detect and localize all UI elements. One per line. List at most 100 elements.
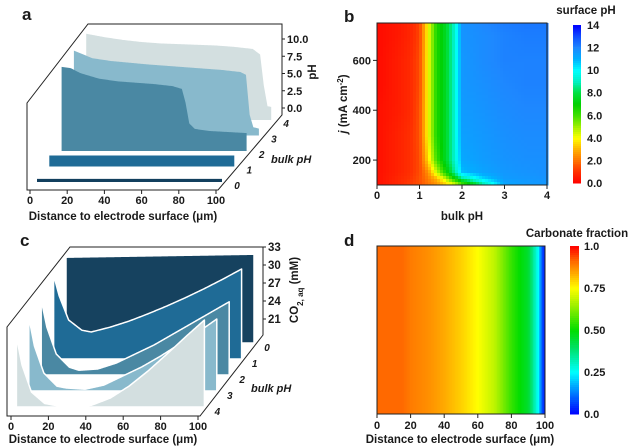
heatmap-cell	[383, 182, 387, 186]
x-tick-label: 2	[459, 190, 465, 202]
heatmap-cell	[437, 119, 441, 123]
heatmap-cell	[467, 140, 471, 144]
heatmap-cell	[449, 68, 453, 72]
heatmap-cell	[497, 113, 501, 117]
heatmap-cell	[542, 146, 546, 150]
heatmap-cell	[455, 113, 459, 117]
heatmap-cell	[395, 80, 399, 84]
heatmap-cell	[440, 128, 444, 132]
heatmap-cell	[503, 173, 507, 177]
heatmap-cell	[515, 26, 519, 30]
colorbar-segment	[573, 80, 581, 83]
heatmap-cell	[398, 122, 402, 126]
heatmap-cell	[455, 89, 459, 93]
heatmap-cell	[512, 23, 516, 27]
y-tick-label: 33	[268, 242, 281, 254]
heatmap-cell	[377, 170, 381, 174]
heatmap-cell	[392, 143, 396, 147]
heatmap-cell	[485, 35, 489, 39]
heatmap-cell	[530, 179, 534, 183]
heatmap-cell	[497, 101, 501, 105]
heatmap-cell	[482, 158, 486, 162]
colorbar-tick-label: 14	[587, 20, 600, 32]
heatmap-cell	[530, 146, 534, 150]
panel-label-d: d	[344, 231, 354, 250]
heatmap-cell	[413, 113, 417, 117]
heatmap-cell	[476, 146, 480, 150]
heatmap-cell	[428, 74, 432, 78]
heatmap-cell	[431, 125, 435, 129]
colorbar-segment	[573, 86, 581, 89]
heatmap-cell	[399, 246, 402, 414]
heatmap-cell	[500, 23, 504, 27]
heatmap-cell	[416, 86, 420, 90]
heatmap-cell	[386, 134, 390, 138]
heatmap-cell	[470, 65, 474, 69]
heatmap-cell	[542, 80, 546, 84]
heatmap-cell	[413, 86, 417, 90]
heatmap-cell	[422, 104, 426, 108]
heatmap-cell	[476, 29, 480, 33]
heatmap-cell	[420, 246, 423, 414]
heatmap-cell	[407, 176, 411, 180]
heatmap-cell	[383, 50, 387, 54]
heatmap-cell	[530, 128, 534, 132]
heatmap-cell	[392, 35, 396, 39]
heatmap-cell	[467, 128, 471, 132]
heatmap-cell	[533, 29, 537, 33]
heatmap-cell	[389, 182, 393, 186]
heatmap-cell	[515, 56, 519, 60]
heatmap-cell	[446, 143, 450, 147]
colorbar-segment	[573, 153, 581, 156]
heatmap-cell	[494, 65, 498, 69]
heatmap-cell	[380, 56, 384, 60]
heatmap-cell	[377, 95, 381, 99]
x-tick-label: 60	[472, 420, 484, 432]
heatmap-cell	[404, 68, 408, 72]
heatmap-cell	[494, 246, 496, 414]
heatmap-cell	[380, 122, 384, 126]
heatmap-cell	[509, 41, 513, 45]
heatmap-cell	[500, 89, 504, 93]
heatmap-cell	[518, 74, 522, 78]
heatmap-cell	[392, 23, 396, 27]
heatmap-cell	[542, 164, 546, 168]
heatmap-cell	[482, 179, 486, 183]
colorbar-segment	[573, 98, 581, 101]
heatmap-cell	[428, 44, 432, 48]
heatmap-cell	[512, 35, 516, 39]
heatmap-cell	[377, 98, 381, 102]
heatmap-cell	[479, 122, 483, 126]
heatmap-cell	[434, 71, 438, 75]
heatmap-cell	[380, 137, 384, 141]
heatmap-cell	[536, 104, 540, 108]
heatmap-cell	[461, 164, 465, 168]
heatmap-cell	[515, 92, 519, 96]
heatmap-cell	[392, 107, 396, 111]
heatmap-cell	[476, 77, 480, 81]
heatmap-cell	[509, 149, 513, 153]
heatmap-cell	[437, 131, 441, 135]
colorbar-tick-label: 6.0	[587, 110, 602, 122]
heatmap-cell	[458, 77, 462, 81]
heatmap-cell	[473, 50, 477, 54]
heatmap-cell	[470, 41, 474, 45]
heatmap-cell	[419, 170, 423, 174]
heatmap-cell	[395, 44, 399, 48]
colorbar-segment	[570, 327, 579, 331]
heatmap-cell	[533, 95, 537, 99]
heatmap-cell	[422, 44, 426, 48]
heatmap-cell	[503, 167, 507, 171]
heatmap-cell	[392, 74, 396, 78]
colorbar-segment	[573, 127, 581, 131]
heatmap-cell	[413, 246, 415, 414]
heatmap-cell	[527, 107, 531, 111]
heatmap-cell	[524, 101, 528, 105]
heatmap-cell	[482, 134, 486, 138]
heatmap-cell	[512, 122, 516, 126]
colorbar-tick-label: 10	[587, 65, 599, 77]
heatmap-cell	[482, 170, 486, 174]
heatmap-cell	[446, 50, 450, 54]
heatmap-cell	[404, 35, 408, 39]
heatmap-cell	[521, 173, 525, 177]
